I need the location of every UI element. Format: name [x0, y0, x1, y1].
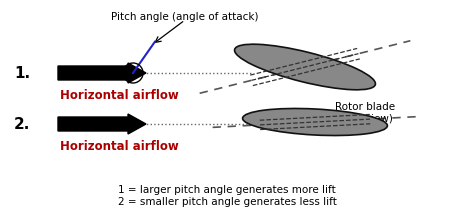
- Ellipse shape: [235, 44, 375, 90]
- Text: Horizontal airflow: Horizontal airflow: [60, 89, 179, 102]
- Text: 1 = larger pitch angle generates more lift: 1 = larger pitch angle generates more li…: [118, 185, 336, 195]
- Text: Pitch angle (angle of attack): Pitch angle (angle of attack): [111, 12, 259, 22]
- Text: 1.: 1.: [14, 66, 30, 81]
- Text: 2.: 2.: [14, 117, 30, 132]
- FancyArrow shape: [58, 63, 146, 83]
- Text: 2 = smaller pitch angle generates less lift: 2 = smaller pitch angle generates less l…: [118, 197, 336, 207]
- FancyArrow shape: [58, 114, 146, 134]
- Ellipse shape: [242, 108, 387, 136]
- Text: Rotor blade
(end view): Rotor blade (end view): [335, 102, 395, 124]
- Text: Horizontal airflow: Horizontal airflow: [60, 140, 179, 153]
